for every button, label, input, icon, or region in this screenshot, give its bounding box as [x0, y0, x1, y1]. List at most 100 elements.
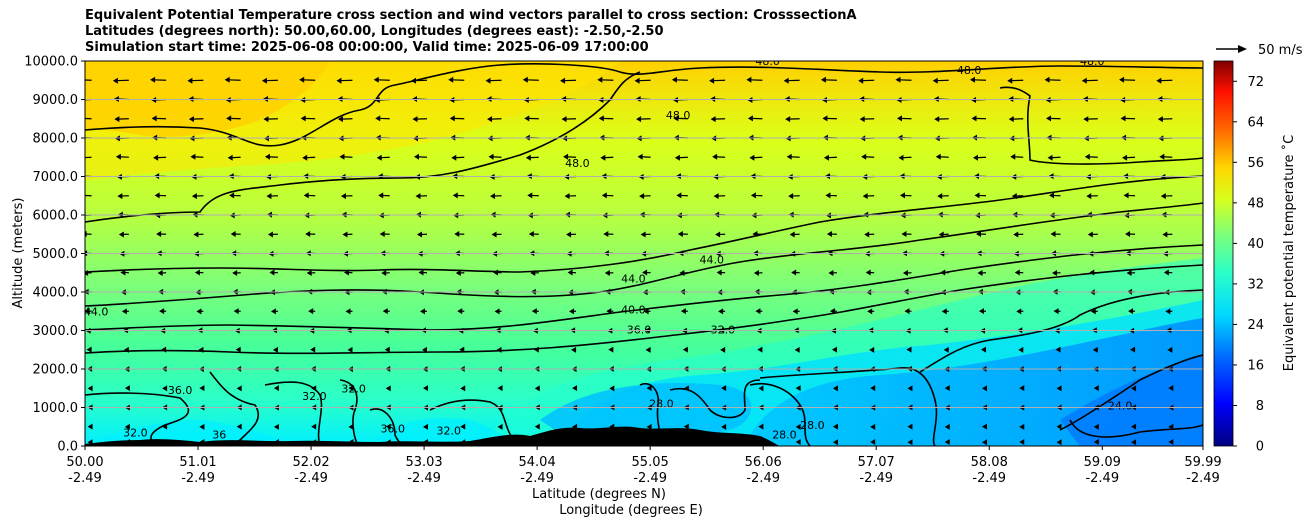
wind-vector	[85, 308, 92, 315]
wind-vector	[1130, 346, 1136, 353]
wind-vector	[603, 230, 614, 237]
wind-vector	[273, 439, 279, 446]
wind-vector	[454, 230, 465, 237]
contour-label: 44.0	[84, 305, 109, 318]
wind-vector	[721, 423, 727, 430]
wind-vector	[1008, 116, 1024, 123]
wind-vector	[940, 269, 949, 276]
x-tick-label-lat: 53.03	[405, 455, 442, 470]
wind-vector	[680, 308, 688, 315]
wind-vector	[862, 193, 875, 200]
colorbar-tick-label: 8	[1256, 399, 1264, 414]
wind-vector	[895, 76, 912, 83]
contour-label: 36.0	[381, 423, 406, 436]
wind-vector	[567, 269, 577, 276]
wind-vector	[534, 423, 540, 430]
wind-vector	[422, 423, 428, 430]
y-tick-label: 5000.0	[33, 247, 79, 262]
wind-vector	[609, 423, 615, 430]
wind-vector	[597, 76, 614, 83]
wind-vector	[832, 423, 838, 430]
wind-vector	[229, 192, 241, 199]
wind-vector	[1126, 270, 1136, 277]
contour-label: 32.0	[302, 390, 327, 403]
wind-vector	[191, 193, 204, 200]
wind-vector	[861, 153, 875, 160]
wind-vector	[161, 346, 167, 353]
wind-vector	[826, 230, 837, 237]
wind-vector	[311, 385, 317, 392]
wind-vector	[1049, 192, 1061, 199]
wind-vector	[303, 192, 316, 199]
wind-vector	[269, 269, 278, 276]
wind-vector	[758, 385, 764, 392]
wind-vector	[345, 308, 353, 315]
wind-vector	[646, 385, 652, 392]
wind-vector	[342, 231, 353, 238]
wind-vector	[1089, 269, 1098, 276]
wind-vector	[487, 116, 502, 123]
wind-vector	[870, 439, 876, 446]
wind-vector	[1122, 154, 1136, 161]
wind-vector	[1083, 116, 1098, 123]
wind-vector	[1163, 269, 1173, 276]
wind-vector	[935, 153, 949, 160]
wind-vector	[187, 77, 204, 84]
wind-vector	[598, 115, 614, 122]
wind-vector	[87, 439, 93, 446]
wind-vector	[572, 439, 578, 446]
wind-vector	[410, 77, 428, 84]
wind-vector	[753, 270, 763, 277]
wind-vector	[527, 192, 539, 199]
grid-lines	[85, 99, 1203, 408]
wind-vector	[679, 270, 688, 277]
wind-vector	[188, 116, 204, 123]
wind-vector	[348, 385, 354, 392]
wind-vector	[1093, 385, 1099, 392]
wind-vector	[124, 423, 130, 430]
wind-vector	[232, 270, 241, 277]
wind-vector	[791, 269, 800, 276]
wind-vector	[162, 439, 168, 446]
x-tick-label-lon: -2.49	[181, 471, 215, 486]
wind-vector	[1019, 385, 1025, 392]
wind-vector	[87, 385, 93, 392]
wind-vector	[382, 308, 390, 315]
wind-vector	[709, 77, 726, 84]
wind-vector	[306, 270, 316, 277]
wind-vector	[196, 308, 204, 315]
y-tick-label: 7000.0	[33, 170, 79, 185]
wind-vector	[713, 193, 726, 200]
wind-vector	[273, 385, 279, 392]
wind-vector	[1167, 346, 1173, 353]
wind-vector	[455, 270, 465, 277]
contour-label: 48.0	[755, 55, 780, 68]
terrain	[85, 426, 780, 446]
x-tick-label-lat: 50.00	[66, 455, 103, 470]
contour-label: 36.0	[168, 384, 193, 397]
wind-vector	[381, 270, 390, 277]
contour-label: 40.0	[621, 303, 646, 316]
wind-vector	[1131, 385, 1137, 392]
wind-vector	[300, 115, 316, 122]
wind-vector	[347, 346, 353, 353]
wind-vector	[639, 193, 651, 200]
x-tick-label-lon: -2.49	[1186, 471, 1220, 486]
wind-vector	[981, 385, 987, 392]
wind-vector	[566, 231, 577, 238]
wind-vector	[828, 270, 837, 277]
x-tick-label-lon: -2.49	[520, 471, 554, 486]
quiver-key: 50 m/s	[1216, 43, 1303, 58]
wind-vector	[1084, 153, 1098, 160]
wind-vector	[194, 269, 204, 276]
wind-vector	[1125, 230, 1136, 237]
wind-vector	[898, 154, 912, 161]
wind-vector	[829, 308, 837, 315]
contour-label: 32.0	[341, 382, 366, 395]
wind-vector	[451, 154, 465, 161]
wind-vector	[299, 76, 316, 83]
wind-vector	[1056, 423, 1062, 430]
wind-vector	[270, 308, 278, 315]
wind-vector	[1052, 270, 1061, 277]
wind-vector	[266, 193, 278, 200]
